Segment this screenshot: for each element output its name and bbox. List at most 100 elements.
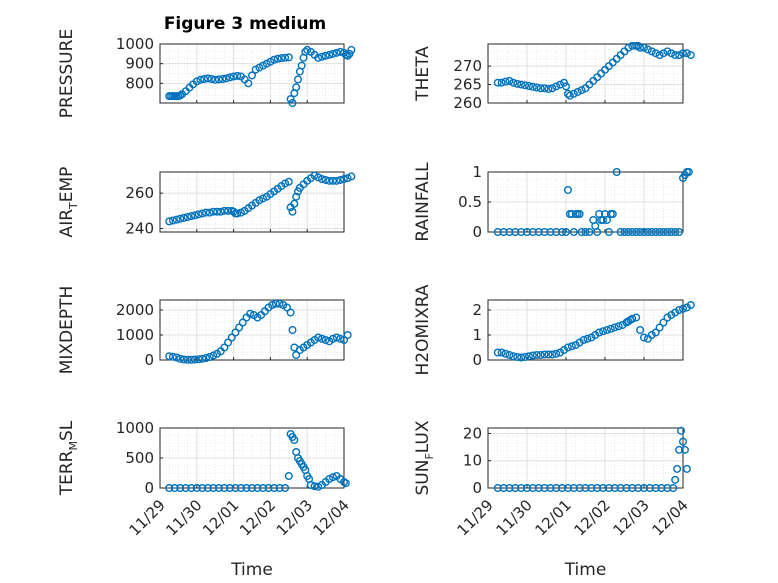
data-point <box>190 355 199 364</box>
data-point <box>616 51 625 60</box>
data-point <box>651 328 660 337</box>
data-point <box>511 484 520 493</box>
y-axis-label: TERRMSL <box>57 420 80 496</box>
data-point <box>673 464 682 473</box>
subplot-3: 240 260 AIRTEMP <box>57 167 356 237</box>
data-point <box>176 484 185 493</box>
data-point <box>647 227 656 236</box>
data-point <box>235 323 244 332</box>
y-tick-label: 1 <box>472 326 482 344</box>
y-tick-label: 260 <box>125 184 154 202</box>
data-point <box>663 227 672 236</box>
data-point <box>528 227 537 236</box>
data-point <box>675 445 684 454</box>
data-point <box>332 48 341 57</box>
x-tick-label: 11/29 <box>454 496 497 539</box>
data-point <box>612 167 621 176</box>
data-point <box>532 351 541 360</box>
y-tick-label: 265 <box>453 76 482 94</box>
y-tick-label: 0 <box>144 351 154 369</box>
x-axis-label: Time <box>230 560 273 580</box>
data-point <box>170 484 179 493</box>
data-point <box>517 227 526 236</box>
data-point <box>640 333 649 342</box>
data-point <box>544 84 553 93</box>
data-point <box>301 47 310 56</box>
data-point <box>682 49 691 58</box>
y-tick-label: 0 <box>144 479 154 497</box>
data-point <box>659 49 668 58</box>
data-point <box>647 47 656 56</box>
data-point <box>677 426 686 435</box>
data-point <box>273 54 282 63</box>
y-tick-label: 20 <box>463 424 482 442</box>
y-axis-label: SUNFLUX <box>413 420 436 495</box>
data-point <box>306 481 315 490</box>
data-point <box>321 51 330 60</box>
data-point <box>253 484 262 493</box>
y-tick-label: 270 <box>453 57 482 75</box>
data-point <box>684 167 693 176</box>
data-point <box>657 484 666 493</box>
data-point <box>622 484 631 493</box>
data-point <box>569 227 578 236</box>
data-point <box>604 484 613 493</box>
data-point <box>536 351 545 360</box>
data-point <box>679 304 688 313</box>
data-point <box>534 484 543 493</box>
y-tick-label: 0 <box>472 479 482 497</box>
data-point <box>544 350 553 359</box>
data-point <box>511 227 520 236</box>
y-tick-label: 500 <box>125 449 154 467</box>
data-point <box>540 84 549 93</box>
data-point <box>168 352 177 361</box>
data-point <box>341 479 350 488</box>
data-point <box>216 207 225 216</box>
axes-box <box>487 299 684 361</box>
data-point <box>275 299 284 308</box>
y-tick-label: 1 <box>472 163 482 181</box>
data-point <box>624 227 633 236</box>
data-point <box>659 227 668 236</box>
data-point <box>563 185 572 194</box>
data-point <box>686 51 695 60</box>
data-point <box>679 49 688 58</box>
data-point <box>521 353 530 362</box>
y-tick-label: 900 <box>125 55 154 73</box>
data-point <box>669 484 678 493</box>
x-tick-label: 11/30 <box>162 496 205 539</box>
data-point <box>562 227 571 236</box>
data-point <box>546 484 555 493</box>
data-point <box>292 83 301 92</box>
data-point <box>275 484 284 493</box>
data-point <box>294 75 303 84</box>
data-point <box>227 333 236 342</box>
data-point <box>505 227 514 236</box>
data-point <box>211 75 220 84</box>
data-point <box>675 51 684 60</box>
y-tick-label: 1000 <box>116 35 154 53</box>
data-point <box>628 314 637 323</box>
data-point <box>528 484 537 493</box>
data-point <box>233 209 242 218</box>
data-point <box>655 323 664 332</box>
data-point <box>671 227 680 236</box>
data-point <box>528 351 537 360</box>
data-point <box>213 207 222 216</box>
data-point <box>192 77 201 86</box>
axes-box <box>159 171 345 233</box>
data-point <box>606 324 615 333</box>
data-point <box>347 45 356 54</box>
data-point <box>536 84 545 93</box>
data-point <box>583 334 592 343</box>
data-point <box>643 227 652 236</box>
data-point <box>505 76 514 85</box>
data-point <box>575 209 584 218</box>
data-point <box>176 214 185 223</box>
y-tick-label: 0.5 <box>458 193 482 211</box>
data-point <box>328 473 337 482</box>
data-point <box>643 45 652 54</box>
data-point <box>509 78 518 87</box>
data-point <box>198 354 207 363</box>
